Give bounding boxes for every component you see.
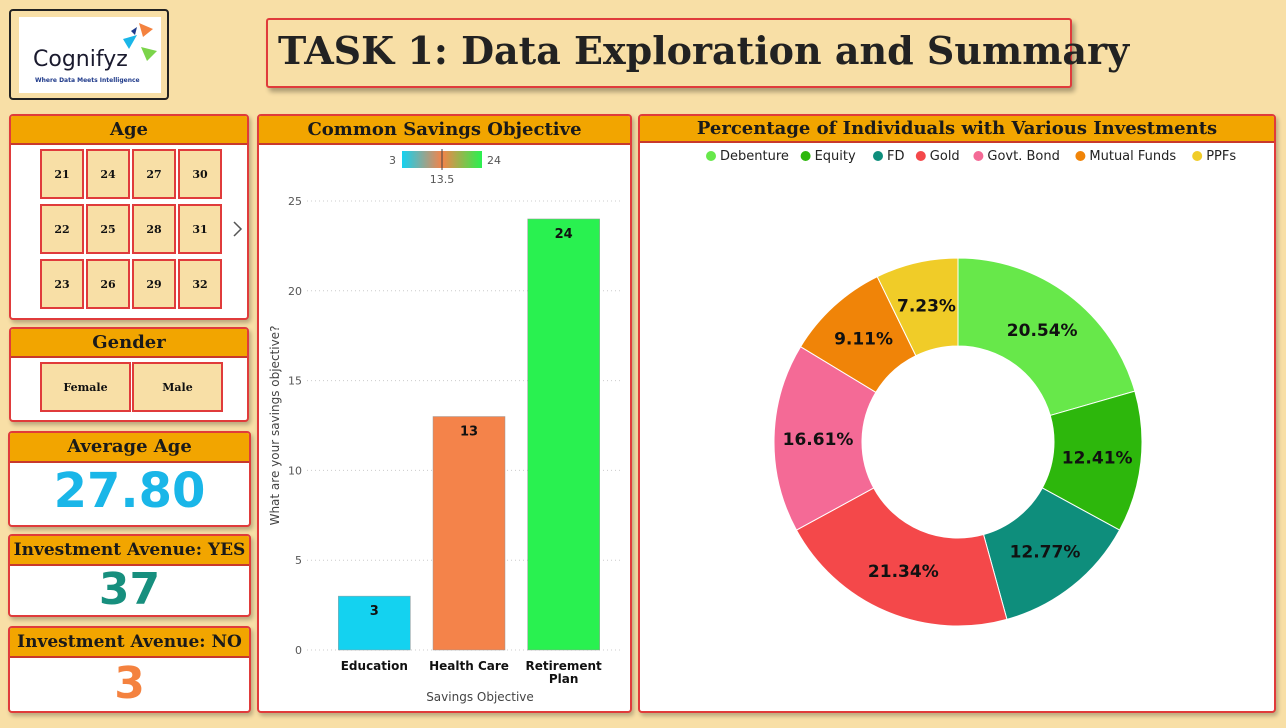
gender-option-female[interactable]: Female (40, 362, 131, 412)
age-slicer: Age 21 24 27 30 22 25 28 31 23 26 29 32 (9, 114, 249, 320)
slice-data-label: 9.11% (834, 330, 893, 350)
x-tick-label: Retirement (526, 659, 602, 673)
bar-data-label: 24 (555, 227, 573, 242)
legend-label: FD (887, 149, 905, 164)
slice-debenture[interactable] (957, 257, 1136, 417)
age-option-30[interactable]: 30 (178, 149, 222, 199)
legend-swatch (706, 151, 716, 161)
average-age-card: Average Age 27.80 (8, 431, 251, 527)
legend-swatch (873, 151, 883, 161)
average-age-label: Average Age (10, 433, 249, 463)
slice-data-label: 20.54% (1007, 321, 1078, 341)
investments-chart: Debenture Equity FD Gold Govt. Bond Mutual Fu… (706, 149, 1236, 627)
age-option-23[interactable]: 23 (40, 259, 84, 309)
savings-objective-title: Common Savings Objective (259, 116, 630, 145)
slice-gold[interactable] (795, 487, 1008, 627)
bar-data-label: 3 (370, 604, 379, 619)
age-option-27[interactable]: 27 (132, 149, 176, 199)
bar-retirement-plan[interactable] (527, 218, 600, 651)
gender-slicer-title: Gender (11, 329, 247, 358)
legend-swatch (1192, 151, 1203, 161)
investment-no-label: Investment Avenue: NO (10, 628, 249, 658)
slice-data-label: 12.41% (1062, 448, 1133, 468)
legend-swatch (915, 151, 926, 161)
investment-yes-label: Investment Avenue: YES (10, 536, 249, 566)
y-tick-label: 10 (288, 464, 302, 477)
age-option-21[interactable]: 21 (40, 149, 84, 199)
title-banner: TASK 1: Data Exploration and Summary (266, 18, 1129, 88)
age-option-28[interactable]: 28 (132, 204, 176, 254)
legend-min-label: 3 (389, 154, 396, 167)
gender-option-male[interactable]: Male (132, 362, 223, 412)
investment-yes-card: Investment Avenue: YES 37 (8, 534, 251, 617)
legend-mid-label: 13.5 (430, 173, 455, 186)
slice-data-label: 16.61% (783, 430, 854, 450)
savings-objective-panel: Common Savings Objective 3 24 13.5 0 5 10 15 20… (257, 114, 632, 713)
age-option-25[interactable]: 25 (86, 204, 130, 254)
y-tick-label: 0 (295, 644, 302, 657)
y-axis-label: What are your savings objective? (268, 326, 282, 526)
age-slicer-title: Age (11, 116, 247, 145)
logo-tagline: Where Data Meets Intelligence (35, 77, 140, 84)
legend-label: Govt. Bond (987, 149, 1059, 164)
bar-data-label: 13 (460, 425, 478, 440)
legend-label: Equity (815, 149, 856, 164)
y-tick-label: 15 (288, 375, 302, 388)
investments-panel: Percentage of Individuals with Various I… (638, 114, 1276, 713)
y-tick-label: 20 (288, 285, 302, 298)
logo-card: Cognifyz Where Data Meets Intelligence (9, 9, 169, 100)
x-axis-label: Savings Objective (426, 690, 534, 704)
bar-health-care[interactable] (432, 416, 506, 651)
legend-label: Gold (930, 149, 960, 164)
legend-swatch (800, 151, 811, 161)
legend-swatch (973, 151, 984, 161)
age-option-26[interactable]: 26 (86, 259, 130, 309)
logo: Cognifyz Where Data Meets Intelligence (19, 17, 161, 93)
page-title: TASK 1: Data Exploration and Summary (278, 28, 1130, 73)
y-tick-label: 5 (295, 554, 302, 567)
age-option-31[interactable]: 31 (178, 204, 222, 254)
investment-no-value: 3 (114, 658, 145, 709)
slice-data-label: 12.77% (1010, 543, 1081, 563)
x-tick-label: Education (341, 659, 408, 673)
investments-title: Percentage of Individuals with Various I… (640, 116, 1274, 143)
age-option-24[interactable]: 24 (86, 149, 130, 199)
slice-ppfs[interactable] (876, 257, 959, 357)
age-option-32[interactable]: 32 (178, 259, 222, 309)
investment-yes-value: 37 (98, 564, 161, 615)
age-option-29[interactable]: 29 (132, 259, 176, 309)
investment-no-card: Investment Avenue: NO 3 (8, 626, 251, 713)
logo-triangles-icon (123, 23, 157, 61)
legend-max-label: 24 (487, 154, 501, 167)
gender-slicer: Gender Female Male (9, 327, 249, 422)
x-tick-label: Plan (549, 672, 579, 686)
y-tick-label: 25 (288, 195, 302, 208)
x-tick-label: Health Care (429, 659, 509, 673)
bar-education[interactable] (338, 595, 411, 651)
chevron-right-icon[interactable] (231, 220, 243, 238)
age-option-22[interactable]: 22 (40, 204, 84, 254)
savings-objective-chart: 3 24 13.5 0 5 10 15 20 25 What are your savings o… (268, 149, 623, 704)
logo-wordmark: Cognifyz (33, 47, 128, 72)
legend-label: PPFs (1206, 149, 1236, 164)
slice-data-label: 7.23% (897, 297, 956, 317)
average-age-value: 27.80 (53, 463, 206, 519)
slice-data-label: 21.34% (868, 562, 939, 582)
legend-label: Debenture (720, 149, 789, 164)
legend-swatch (1075, 151, 1086, 161)
legend-label: Mutual Funds (1089, 149, 1176, 164)
